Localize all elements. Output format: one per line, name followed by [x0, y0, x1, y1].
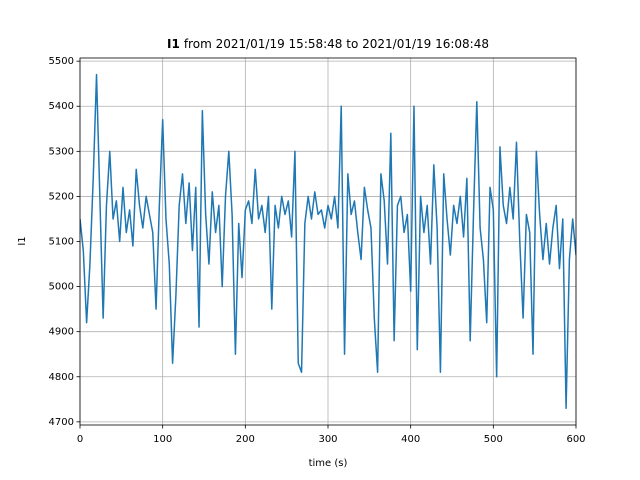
x-axis-label: time (s) — [309, 458, 348, 469]
x-tick-label: 300 — [318, 434, 337, 445]
x-tick-label: 400 — [401, 434, 420, 445]
y-tick-label: 5100 — [49, 237, 74, 248]
y-axis-label: I1 — [17, 236, 28, 245]
y-tick-label: 5000 — [49, 282, 74, 293]
title-range: from 2021/01/19 15:58:48 to 2021/01/19 1… — [184, 37, 489, 51]
y-tick-label: 4700 — [49, 417, 74, 428]
y-tick-label: 4900 — [49, 327, 74, 338]
y-tick-label: 5500 — [49, 56, 74, 67]
data-line — [80, 73, 576, 410]
x-tick-label: 0 — [77, 434, 83, 445]
chart-title: I1 from 2021/01/19 15:58:48 to 2021/01/19… — [167, 37, 489, 51]
x-tick-label: 600 — [566, 434, 585, 445]
x-tick-label: 200 — [236, 434, 255, 445]
y-tick-label: 5400 — [49, 101, 74, 112]
title-variable: I1 — [167, 37, 180, 51]
y-tick-label: 4800 — [49, 372, 74, 383]
y-tick-label: 5200 — [49, 191, 74, 202]
plot-frame — [79, 57, 577, 426]
x-tick-label: 500 — [484, 434, 503, 445]
x-tick-label: 100 — [153, 434, 172, 445]
y-tick-label: 5300 — [49, 146, 74, 157]
